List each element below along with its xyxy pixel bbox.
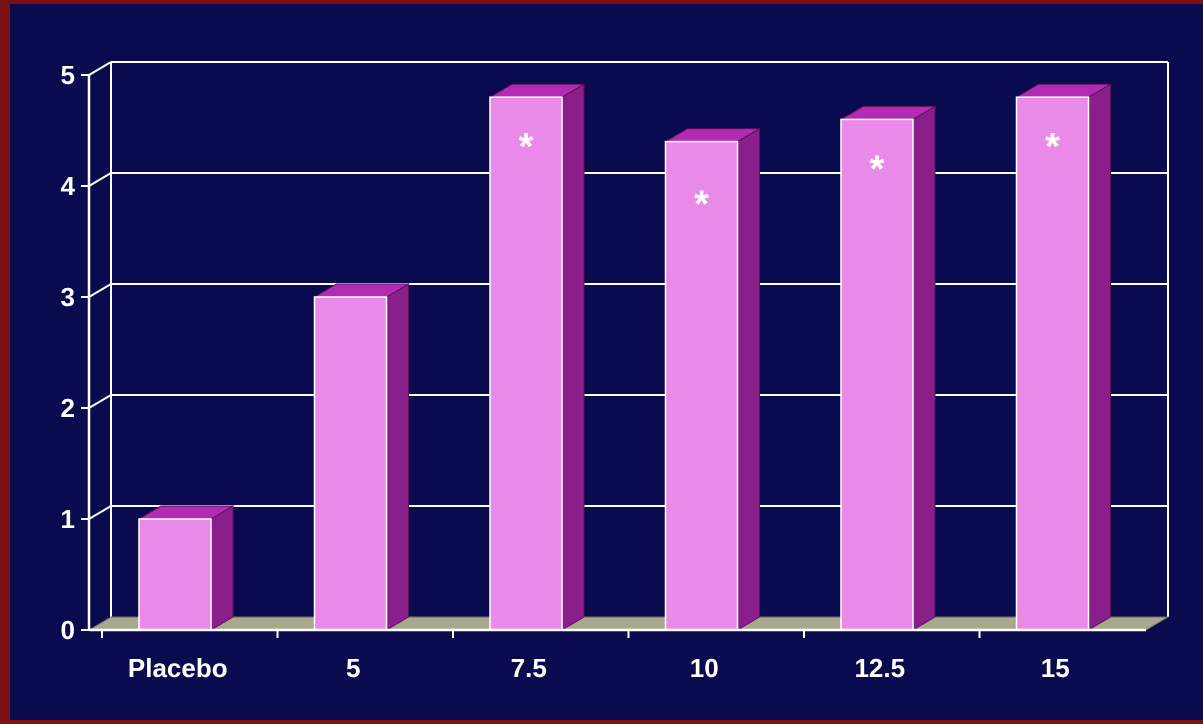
gridline-side	[88, 61, 112, 76]
gridline-side	[88, 505, 112, 520]
bar-side	[386, 283, 409, 631]
bar-side	[561, 83, 585, 631]
x-tick-label: 7.5	[511, 653, 547, 683]
bar-chart: 0 1 2 3 4 5 Placebo 5 * 7.5 * 10 * 12.5 * 15	[61, 60, 1170, 683]
y-tick-label: 3	[61, 282, 75, 312]
gridline-side	[88, 172, 112, 187]
x-tick-label: 5	[346, 653, 360, 683]
significance-marker: *	[519, 126, 534, 168]
y-tick-label: 4	[61, 171, 76, 201]
bar-front	[313, 296, 388, 631]
bar	[488, 83, 586, 631]
floor-layer	[87, 616, 1170, 631]
bar	[839, 105, 937, 631]
chart-floor	[87, 616, 1170, 631]
bar	[312, 283, 411, 631]
bars-layer	[137, 83, 1113, 631]
bar-front	[138, 518, 212, 631]
gridline-side	[88, 394, 112, 409]
chart-slide: 0 1 2 3 4 5 Placebo 5 * 7.5 * 10 * 12.5 * 15	[10, 4, 1203, 720]
x-tick-label: Placebo	[128, 653, 228, 683]
x-tick-label: 12.5	[854, 653, 905, 683]
bar-front	[489, 96, 563, 631]
gridline-side	[88, 283, 112, 298]
axis-layer	[81, 74, 1146, 638]
bar-side	[1088, 83, 1111, 631]
significance-marker: *	[694, 184, 709, 226]
bar-side	[912, 105, 936, 631]
significance-marker: *	[870, 148, 885, 190]
bar-front	[1015, 96, 1090, 631]
y-tick-label: 0	[61, 615, 75, 645]
bar-side	[737, 127, 760, 631]
bar	[137, 505, 235, 631]
grid-layer	[88, 61, 1169, 617]
y-tick-label: 2	[61, 393, 75, 423]
y-tick-label: 1	[61, 504, 75, 534]
significance-marker: *	[1045, 126, 1060, 168]
bar-front	[840, 118, 914, 631]
bar	[663, 127, 762, 631]
bar-side	[210, 505, 234, 631]
bar	[1014, 83, 1113, 631]
y-tick-label: 5	[61, 60, 75, 90]
labels-layer: 0 1 2 3 4 5 Placebo 5 * 7.5 * 10 * 12.5 * 15	[61, 60, 1070, 683]
x-tick-label: 15	[1041, 653, 1070, 683]
x-tick-label: 10	[690, 653, 719, 683]
